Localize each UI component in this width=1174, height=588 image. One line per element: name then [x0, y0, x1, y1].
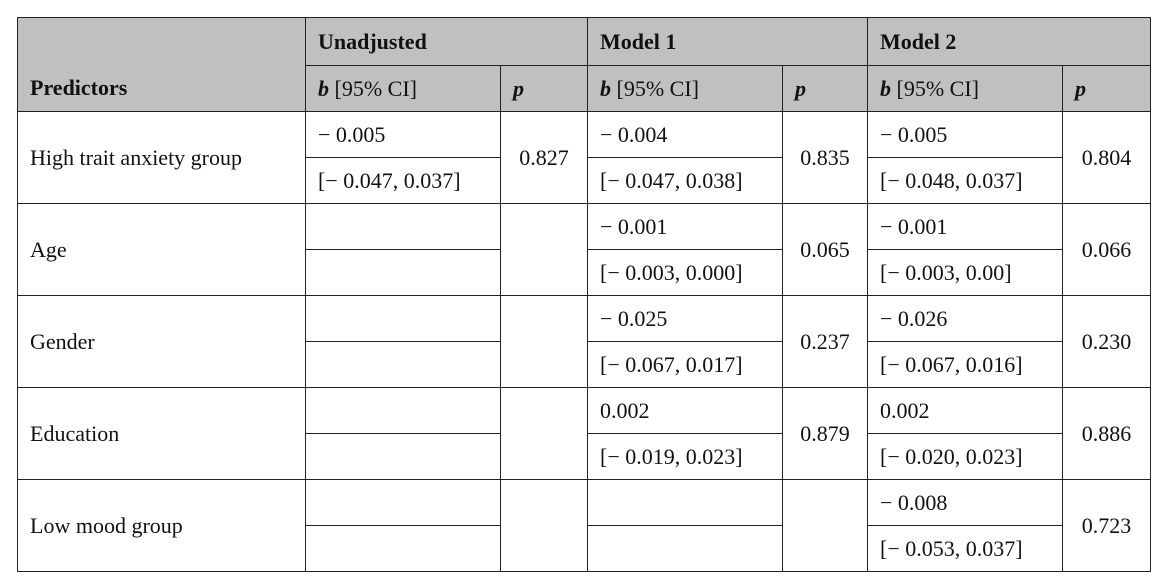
predictor: Gender [17, 295, 306, 388]
b-value: − 0.004 [587, 111, 783, 158]
p-header: p [781, 65, 869, 112]
predictor: Low mood group [17, 479, 306, 572]
b-header: b [95% CI] [305, 65, 501, 112]
p-value: 0.065 [781, 203, 869, 296]
ci-label: [95% CI] [334, 75, 417, 101]
body-row: [− 0.067, 0.017] [− 0.067, 0.016] [18, 341, 1151, 388]
b-value: − 0.026 [867, 295, 1064, 342]
empty-cell [305, 295, 501, 342]
b-value: − 0.025 [587, 295, 783, 342]
p-symbol: p [513, 75, 524, 101]
predictors-header: Predictors [17, 17, 306, 112]
empty-cell [305, 479, 501, 526]
ci-value: [− 0.047, 0.037] [305, 157, 501, 204]
empty-cell [781, 479, 869, 572]
body-row: [− 0.019, 0.023] [− 0.020, 0.023] [18, 433, 1151, 480]
empty-cell [305, 387, 501, 434]
predictor: Education [17, 387, 306, 480]
b-symbol: b [600, 75, 611, 101]
ci-value: [− 0.048, 0.037] [867, 157, 1064, 204]
body-row: Age − 0.001 0.065− 0.001 0.066 [17, 203, 1152, 296]
empty-cell [587, 525, 783, 572]
header-text: Predictors [30, 75, 128, 100]
ci-value: [− 0.003, 0.000] [587, 249, 783, 296]
p-value: 0.723 [1062, 479, 1152, 572]
group-header: Unadjusted [305, 17, 588, 66]
b-value: − 0.005 [305, 111, 501, 158]
body-row: High trait anxiety group − 0.005 0.827− 0.… [17, 111, 1152, 204]
ci-label: [95% CI] [896, 75, 979, 101]
ci-value: [− 0.019, 0.023] [587, 433, 783, 480]
p-value: 0.066 [1062, 203, 1152, 296]
body-row: Gender − 0.025 0.237− 0.026 0.230 [17, 295, 1152, 388]
empty-cell [305, 341, 501, 388]
empty-cell [305, 203, 501, 250]
body-row: [− 0.047, 0.037] [− 0.047, 0.038] [− 0.048… [18, 157, 1151, 204]
p-value: 0.237 [781, 295, 869, 388]
ci-label: [95% CI] [616, 75, 699, 101]
b-header: b [95% CI] [867, 65, 1064, 112]
ci-value: [− 0.067, 0.017] [587, 341, 783, 388]
ci-value: [− 0.053, 0.037] [867, 525, 1064, 572]
ci-value: [− 0.020, 0.023] [867, 433, 1064, 480]
b-value: 0.002 [587, 387, 783, 434]
p-value: 0.886 [1062, 387, 1152, 480]
ci-value: [− 0.047, 0.038] [587, 157, 783, 204]
predictor: Age [17, 203, 306, 296]
empty-cell [500, 479, 588, 572]
b-value: 0.002 [867, 387, 1064, 434]
p-value: 0.835 [781, 111, 869, 204]
p-header: p [1062, 65, 1152, 112]
body-row: [− 0.053, 0.037] [18, 525, 1151, 572]
header-row: Predictors Unadjusted Model 1 Model 2 [17, 17, 1152, 112]
b-value: − 0.008 [867, 479, 1064, 526]
empty-cell [587, 479, 783, 526]
ci-value: [− 0.003, 0.00] [867, 249, 1064, 296]
p-header: p [500, 65, 588, 112]
header-row: b [95% CI] p b [95% CI] p b [95% CI] p [18, 65, 1152, 112]
p-value: 0.230 [1062, 295, 1152, 388]
empty-cell [305, 433, 501, 480]
p-value: 0.879 [781, 387, 869, 480]
b-header: b [95% CI] [587, 65, 783, 112]
empty-cell [500, 203, 588, 296]
empty-cell [500, 295, 588, 388]
empty-cell [500, 387, 588, 480]
group-header: Model 2 [867, 17, 1152, 66]
empty-cell [305, 249, 501, 296]
ci-value: [− 0.067, 0.016] [867, 341, 1064, 388]
body-row: [− 0.003, 0.000] [− 0.003, 0.00] [18, 249, 1151, 296]
body-row: Low mood group − 0.008 0.723 [17, 479, 1152, 572]
b-symbol: b [880, 75, 892, 101]
group-header: Model 1 [586, 17, 869, 66]
p-value: 0.804 [1062, 111, 1152, 204]
empty-cell [305, 525, 501, 572]
p-symbol: p [1075, 75, 1087, 101]
b-value: − 0.001 [867, 203, 1064, 250]
b-value: − 0.005 [867, 111, 1064, 158]
p-symbol: p [795, 75, 806, 101]
p-value: 0.827 [500, 111, 588, 204]
b-symbol: b [318, 75, 329, 101]
body-row: Education 0.002 0.879 0.002 0.886 [17, 387, 1152, 480]
predictor: High trait anxiety group [17, 111, 306, 204]
b-value: − 0.001 [587, 203, 783, 250]
